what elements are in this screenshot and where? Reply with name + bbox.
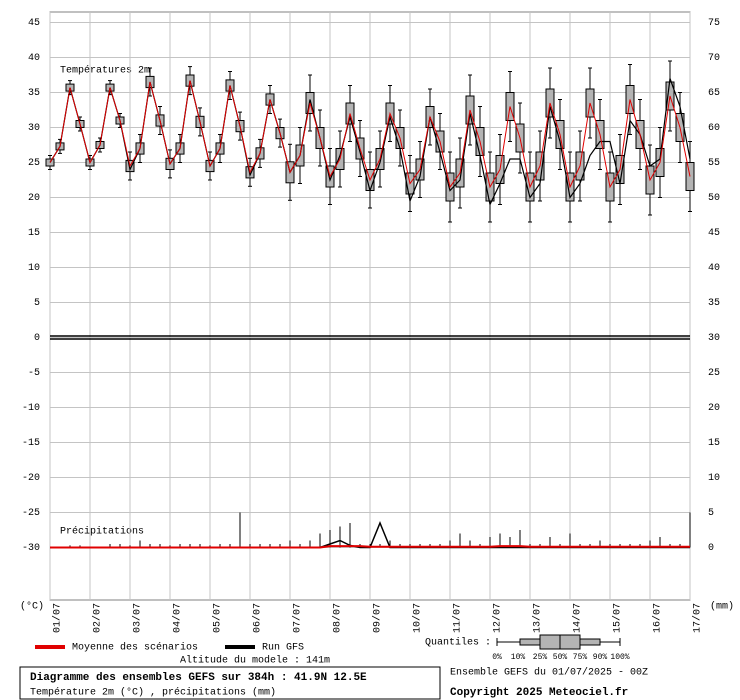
x-tick-label: 16/07 [652,603,664,633]
quantile-label: 100% [610,653,629,662]
x-tick-label: 17/07 [692,603,704,633]
x-tick-label: 04/07 [172,603,184,633]
y2-tick-label: 20 [708,403,720,414]
legend-label: Moyenne des scénarios [72,642,198,654]
x-tick-label: 13/07 [532,603,544,633]
quantile-label: 50% [553,653,568,662]
y-tick-label: -15 [22,438,40,449]
y2-tick-label: 50 [708,193,720,204]
run-label: Ensemble GEFS du 01/07/2025 - 00Z [450,667,648,679]
x-tick-label: 09/07 [372,603,384,633]
quantile-label: 0% [492,653,502,662]
y-tick-label: 30 [28,123,40,134]
x-tick-label: 11/07 [452,603,464,633]
x-tick-label: 10/07 [412,603,424,633]
y2-tick-label: 75 [708,18,720,29]
y-tick-label: 40 [28,53,40,64]
x-tick-label: 15/07 [612,603,624,633]
altitude: Altitude du modele : 141m [180,655,330,667]
y2-tick-label: 45 [708,228,720,239]
x-tick-label: 08/07 [332,603,344,633]
y-tick-label: 20 [28,193,40,204]
title: Diagramme des ensembles GEFS sur 384h : … [30,672,367,684]
x-tick-label: 14/07 [572,603,584,633]
y-tick-label: 15 [28,228,40,239]
y-tick-label: 5 [34,298,40,309]
x-tick-label: 02/07 [92,603,104,633]
info-box [19,666,441,700]
quantile-label: 90% [593,653,608,662]
y-tick-label: -25 [22,508,40,519]
subtitle: Température 2m (°C) , précipitations (mm… [30,687,276,699]
y-tick-label: 45 [28,18,40,29]
temperature-label: Températures 2m [60,65,150,77]
precipitation-label: Précipitations [60,526,144,538]
y2-tick-label: 60 [708,123,720,134]
y2-tick-label: 65 [708,88,720,99]
y2-tick-label: 25 [708,368,720,379]
x-tick-label: 07/07 [292,603,304,633]
legend-label: Run GFS [262,643,304,654]
y2-tick-label: 0 [708,543,714,554]
y2-tick-label: 40 [708,263,720,274]
quantile-label: 10% [511,653,526,662]
x-tick-label: 06/07 [252,603,264,633]
y-tick-label: 25 [28,158,40,169]
y-tick-label: -10 [22,403,40,414]
x-tick-label: 03/07 [132,603,144,633]
y-tick-label: -30 [22,543,40,554]
quantile-label: 75% [573,653,588,662]
y-tick-label: 0 [34,333,40,344]
x-tick-label: 12/07 [492,603,504,633]
y2-tick-label: 35 [708,298,720,309]
y2-tick-label: 70 [708,53,720,64]
y-tick-label: 10 [28,263,40,274]
quantiles-title: Quantiles : [425,637,491,649]
y-tick-label: -5 [28,368,40,379]
y2-tick-label: 10 [708,473,720,484]
mean-line [49,80,691,189]
y2-tick-label: 30 [708,333,720,344]
y2-axis-label: (mm) [710,601,734,613]
quantile-label: 25% [533,653,548,662]
y-axis-label: (°C) [20,601,44,613]
y2-tick-label: 5 [708,508,714,519]
y-tick-label: 35 [28,88,40,99]
precip-mean-line [50,545,690,549]
x-tick-label: 05/07 [212,603,224,633]
y2-tick-label: 15 [708,438,720,449]
copyright: Copyright 2025 Meteociel.fr [450,687,628,699]
quantile-legend-box [496,634,621,650]
x-tick-label: 01/07 [52,603,64,633]
y2-tick-label: 55 [708,158,720,169]
y-tick-label: -20 [22,473,40,484]
